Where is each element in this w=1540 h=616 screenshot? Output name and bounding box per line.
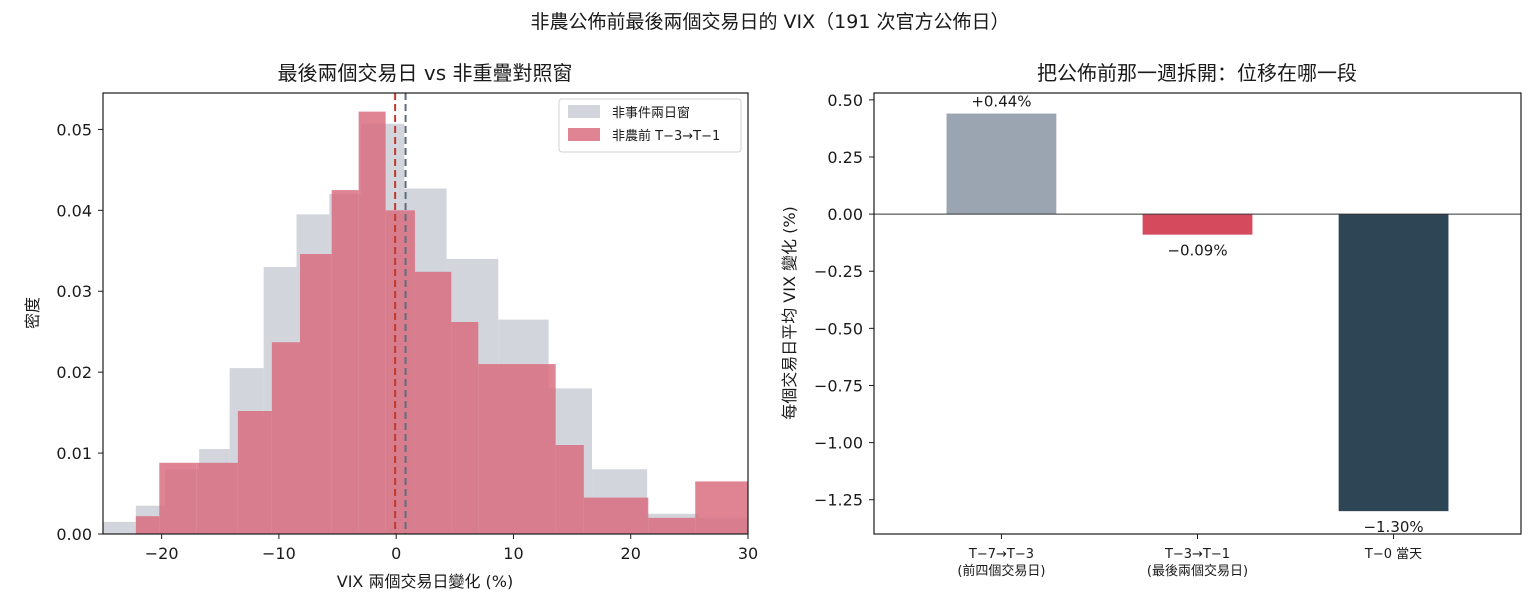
x-tick-label: −10	[262, 544, 296, 563]
event-bin	[271, 342, 301, 534]
y-tick-label: 0.02	[56, 363, 92, 382]
histogram-panel: 最後兩個交易日 vs 非重疊對照窗 −20 −10 0 10 20 30 0.00 0.01…	[23, 61, 758, 591]
event-bin	[358, 111, 386, 534]
x-tick-label: −20	[145, 544, 179, 563]
y-tick-label: −1.00	[814, 434, 863, 453]
event-bin	[451, 321, 479, 534]
event-bin	[385, 210, 415, 535]
legend-swatch-event	[568, 128, 600, 141]
bar-y-ticks: 0.50 0.25 0.00 −0.25 −0.50 −0.75 −1.00 −1.25	[814, 91, 874, 510]
x-tick-label: 20	[621, 544, 641, 563]
bar-value-label: −0.09%	[1167, 242, 1227, 260]
bar-value-label: −1.30%	[1363, 518, 1423, 536]
y-tick-label: −0.50	[814, 319, 863, 338]
bar-panel: 把公佈前那一週拆開：位移在哪一段 0.50 0.25 0.00 −0.25 −0.50 −…	[780, 61, 1522, 579]
category-label: (前四個交易日)	[957, 563, 1045, 579]
mean-lines	[394, 93, 407, 534]
event-bin	[135, 516, 160, 534]
x-tick-label: 10	[503, 544, 523, 563]
event-bin	[159, 462, 197, 534]
bar-2	[1142, 214, 1253, 235]
histogram-x-ticks: −20 −10 0 10 20 30	[145, 534, 758, 563]
category-label: T−0 當天	[1364, 547, 1422, 562]
y-tick-label: −1.25	[814, 491, 863, 510]
legend-label-event: 非農前 T−3→T−1	[612, 128, 720, 144]
y-tick-label: 0.04	[56, 201, 92, 220]
bar-category-labels: T−7→T−3(前四個交易日) T−3→T−1(最後兩個交易日) T−0 當天	[957, 534, 1422, 579]
event-bin	[300, 254, 332, 534]
event-bin	[555, 444, 584, 534]
histogram-y-ticks: 0.00 0.01 0.02 0.03 0.04 0.05	[56, 120, 103, 544]
bar-y-label: 每個交易日平均 VIX 變化 (%)	[780, 206, 799, 420]
histogram-bars	[103, 111, 748, 535]
category-label: (最後兩個交易日)	[1147, 563, 1248, 579]
y-tick-label: 0.25	[827, 148, 863, 167]
y-tick-label: 0.03	[56, 282, 92, 301]
histogram-axes-frame	[102, 92, 749, 535]
x-tick-label: 0	[391, 544, 401, 563]
category-label: T−7→T−3	[968, 547, 1034, 562]
event-bin	[196, 462, 238, 534]
bar-1	[946, 113, 1057, 215]
legend-frame	[558, 98, 742, 153]
control-bin	[103, 521, 136, 534]
bar-value-label: +0.44%	[971, 93, 1031, 111]
event-bin	[331, 190, 359, 534]
histogram-y-label: 密度	[23, 297, 42, 329]
legend-label-control: 非事件兩日窗	[612, 105, 690, 121]
histogram-legend: 非事件兩日窗 非農前 T−3→T−1	[558, 98, 742, 153]
figure-suptitle: 非農公佈前最後兩個交易日的 VIX（191 次官方公佈日）	[531, 11, 1010, 33]
y-tick-label: −0.75	[814, 376, 863, 395]
y-tick-label: −0.25	[814, 262, 863, 281]
event-bin	[478, 364, 556, 534]
y-tick-label: 0.50	[827, 91, 863, 110]
legend-swatch-control	[568, 105, 600, 118]
y-tick-label: 0.01	[56, 444, 92, 463]
event-bin	[237, 411, 272, 534]
y-tick-label: 0.05	[56, 120, 92, 139]
event-bin	[583, 497, 649, 534]
event-bin	[695, 481, 748, 534]
bar-chart-bars	[946, 113, 1449, 512]
bar-3	[1338, 214, 1449, 512]
event-bin	[648, 517, 696, 534]
y-tick-label: 0.00	[827, 205, 863, 224]
event-bin	[414, 271, 452, 534]
histogram-title: 最後兩個交易日 vs 非重疊對照窗	[278, 61, 573, 85]
histogram-x-label: VIX 兩個交易日變化 (%)	[337, 572, 514, 591]
y-tick-label: 0.00	[56, 525, 92, 544]
bar-chart-title: 把公佈前那一週拆開：位移在哪一段	[1037, 61, 1357, 85]
category-label: T−3→T−1	[1164, 547, 1230, 562]
x-tick-label: 30	[738, 544, 758, 563]
bar-value-labels: +0.44% −0.09% −1.30%	[971, 93, 1423, 537]
